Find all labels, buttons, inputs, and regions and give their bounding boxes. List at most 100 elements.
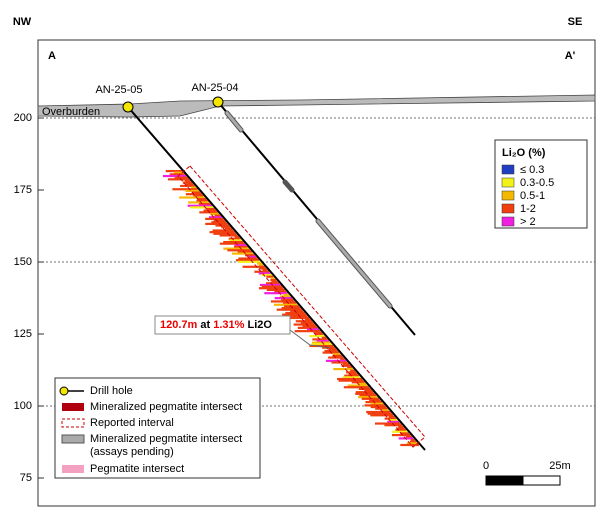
grade-legend-title: Li₂O (%) — [502, 147, 546, 159]
assay-bar — [264, 292, 288, 295]
assay-bar — [270, 300, 295, 303]
assay-bar — [388, 419, 398, 422]
assay-bar — [341, 364, 351, 367]
assay-bar — [229, 239, 242, 242]
assay-bar — [302, 325, 317, 328]
drill-hole — [127, 106, 426, 451]
grade-swatch — [501, 164, 515, 175]
assay-bar — [311, 343, 332, 346]
assay-bar — [185, 189, 200, 192]
assay-bar — [370, 402, 384, 405]
assay-bar — [189, 206, 214, 209]
callout-box — [154, 315, 291, 335]
assay-bar — [357, 382, 367, 386]
assay-bar — [350, 369, 355, 372]
assay-bar — [325, 359, 347, 362]
assay-bar — [369, 399, 381, 402]
legend-label: Mineralized pegmatite intersect — [90, 433, 242, 445]
assay-bar — [294, 330, 321, 333]
assay-bar — [276, 308, 302, 311]
assay-bar — [347, 366, 352, 369]
callout: 120.7m at 1.31% Li2O — [160, 319, 272, 331]
assay-bar — [304, 318, 311, 321]
y-tick-label: 200 — [14, 112, 32, 124]
assay-bar — [205, 207, 215, 211]
assay-bar — [254, 270, 270, 273]
assay-bar — [285, 311, 305, 315]
assay-bar — [410, 440, 417, 443]
assay-bar — [366, 410, 391, 414]
assay-bar — [286, 316, 310, 320]
grade-legend-items: ≤ 0.30.3-0.50.5-11-2> 2 — [501, 164, 554, 228]
assay-bar — [348, 372, 358, 376]
assay-bar — [214, 214, 221, 217]
assay-bar — [205, 222, 228, 225]
assay-bar — [221, 226, 231, 229]
assay-bar — [342, 376, 361, 379]
assay-bar — [234, 236, 240, 239]
assay-bar — [364, 389, 372, 392]
assay-bar — [337, 377, 362, 381]
assay-bar — [384, 424, 402, 427]
assay-bar — [391, 434, 411, 437]
collar — [212, 96, 224, 108]
section-a-prime: A' — [565, 50, 576, 62]
section-a: A — [48, 50, 56, 62]
assay-bar — [282, 302, 297, 305]
assay-bar — [332, 353, 341, 356]
callout-unit: Li2O — [247, 319, 272, 331]
assay-bar — [259, 283, 281, 287]
assay-bar — [248, 255, 257, 258]
assay-bar — [375, 407, 388, 410]
assay-bar — [309, 344, 334, 348]
scale-end: 25m — [549, 460, 570, 472]
legend-symbol — [62, 465, 84, 473]
assay-bar — [355, 392, 375, 395]
assay-bar — [234, 244, 247, 247]
legend-symbol — [61, 434, 85, 444]
pending-intersect — [316, 219, 392, 308]
assay-bar — [225, 227, 232, 230]
assay-bar — [167, 178, 190, 181]
assay-bar — [231, 252, 254, 255]
assay-bar — [315, 333, 324, 336]
assay-bar — [338, 379, 364, 382]
assay-bar — [245, 254, 255, 257]
legend — [54, 377, 261, 479]
assay-bar — [367, 412, 392, 415]
assay-bar — [215, 224, 230, 227]
callout-length: 120.7m — [160, 319, 198, 331]
grade-swatch — [501, 177, 515, 188]
assay-bar — [196, 199, 208, 202]
assay-bar — [309, 335, 325, 338]
overburden-layer — [37, 94, 596, 118]
assay-bar — [262, 269, 268, 272]
assay-bar — [283, 293, 290, 296]
assay-bar — [290, 310, 304, 313]
grade-swatch — [501, 216, 515, 227]
legend-symbol — [61, 418, 85, 428]
assay-bar — [342, 363, 350, 366]
assay-bar — [364, 404, 385, 407]
assay-bar — [203, 209, 217, 212]
assay-bar — [205, 217, 224, 221]
assay-bar — [343, 386, 370, 389]
assay-bar — [223, 247, 250, 250]
assay-bar — [388, 415, 395, 419]
assay-bar — [258, 264, 264, 267]
se-label: SE — [568, 16, 583, 28]
assay-bar — [179, 196, 205, 199]
assay-bar — [228, 237, 241, 240]
assay-bar — [282, 313, 307, 316]
assay-bar — [238, 260, 261, 263]
assay-bar — [270, 277, 275, 280]
assay-bar — [333, 368, 354, 371]
assay-bar — [213, 232, 237, 235]
assay-bar — [387, 420, 400, 423]
assay-bar — [174, 171, 184, 174]
assay-bar — [351, 381, 365, 384]
assay-bar — [358, 387, 371, 390]
grade-swatch — [501, 203, 515, 214]
assay-bar — [210, 212, 220, 216]
